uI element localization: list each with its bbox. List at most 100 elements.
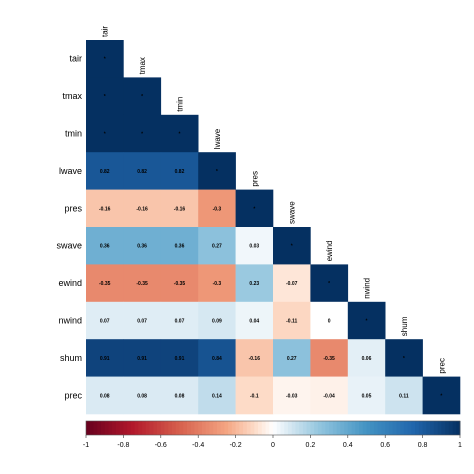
colorbar-segment [104,421,109,435]
heatmap-cell-ewind-ewind [310,264,349,303]
colorbar-segment [119,421,124,435]
cell-value-ewind-tair: -0.35 [99,281,111,287]
cell-value-prec-prec: * [440,393,442,399]
cell-value-nwind-pres: 0.04 [249,319,259,325]
heatmap-cell-shum-swave [273,339,311,377]
colorbar-segment [302,421,308,435]
colorbar-segment [276,421,281,435]
colorbar-segment [291,421,296,435]
colorbar-tick-label: 1 [458,442,462,449]
colorbar-segment [415,421,420,435]
colorbar-segment [269,421,274,435]
colorbar-segment [411,421,416,435]
colorbar-segment [160,421,165,435]
cell-value-nwind-tmin: 0.07 [175,319,185,325]
colorbar-tick-label: 0.2 [306,442,316,449]
colorbar-segment [183,421,188,435]
cell-value-lwave-lwave: * [216,169,218,175]
heatmap-cell-tmin-tair [86,114,124,153]
colorbar-segment [448,421,453,435]
heatmap-cell-swave-tair [86,227,124,265]
heatmap-cells: * * * * * * 0.82 0.82 0.82 * -0.16 -0.16 -0.16 -0.3 * 0… [86,40,461,415]
heatmap-cell-ewind-tmin [160,264,199,303]
colorbar-segment [201,421,207,435]
heatmap-cell-pres-pres [235,189,274,228]
colorbar-segment [175,421,180,435]
heatmap-cell-nwind-tmin [160,301,199,340]
cell-value-swave-tair: 0.36 [100,244,110,250]
colorbar-segment [235,421,240,435]
heatmap-cell-prec-tmin [160,376,199,415]
cell-value-tair-tair: * [104,57,106,63]
colorbar-segment [433,421,438,435]
cell-value-lwave-tmin: 0.82 [175,169,185,175]
column-label-nwind: nwind [363,278,372,299]
colorbar-segment [321,421,326,435]
colorbar-segment [142,421,147,435]
row-label-prec: prec [64,390,82,400]
colorbar-segment [430,421,435,435]
colorbar-tick-label: -0.2 [230,442,242,449]
heatmap-cell-nwind-tair [86,301,124,340]
cell-value-shum-swave: 0.27 [287,356,297,362]
column-label-lwave: lwave [213,128,222,149]
heatmap-cell-nwind-ewind [310,301,349,340]
column-label-swave: swave [288,201,297,224]
heatmap-cell-shum-lwave [198,339,236,377]
colorbar-segment [149,421,154,435]
heatmap-cell-pres-tair [86,189,124,228]
heatmap-cell-tmin-tmin [160,114,199,153]
heatmap-cell-prec-tair [86,376,124,415]
colorbar-segment [112,421,117,435]
cell-value-shum-lwave: 0.84 [212,356,222,362]
colorbar-segment [426,421,431,435]
colorbar-segment [198,421,203,435]
colorbar-tick-label: -0.6 [155,442,167,449]
row-label-ewind: ewind [58,278,82,288]
cell-value-swave-swave: * [291,244,293,250]
colorbar-segment [336,421,341,435]
cell-value-nwind-swave: -0.11 [286,319,297,325]
colorbar-segment [377,421,382,435]
cell-value-prec-tmax: 0.08 [137,393,147,399]
cell-value-shum-tmax: 0.91 [137,356,147,362]
column-label-pres: pres [250,171,259,187]
colorbar-segment [418,421,423,435]
column-label-shum: shum [400,316,409,336]
colorbar-segment [445,421,450,435]
colorbar-segment [100,421,106,435]
cell-value-tmin-tair: * [104,132,106,138]
colorbar-segment [216,421,222,435]
heatmap-cell-nwind-tmax [123,301,162,340]
cell-value-prec-nwind: 0.05 [362,393,372,399]
colorbar-segment [344,421,349,435]
colorbar-tick-label: -0.8 [117,442,129,449]
cell-value-pres-tair: -0.16 [99,206,111,212]
colorbar-tick-label: -1 [83,442,89,449]
heatmap-cell-prec-prec [422,376,461,415]
heatmap-cell-swave-lwave [198,227,236,265]
colorbar-segment [265,421,270,435]
cell-value-shum-tair: 0.91 [100,356,110,362]
heatmap-cell-ewind-tair [86,264,124,303]
cell-value-pres-tmax: -0.16 [136,206,148,212]
colorbar-segment [355,421,360,435]
colorbar-segment [123,421,128,435]
cell-value-prec-ewind: -0.04 [323,393,335,399]
colorbar-tick-label: -0.4 [192,442,204,449]
colorbar-segment [306,421,311,435]
colorbar-segment [385,421,390,435]
column-label-tair: tair [101,26,110,37]
heatmap-cell-shum-tair [86,339,124,377]
cell-value-swave-lwave: 0.27 [212,244,222,250]
colorbar-segment [329,421,334,435]
cell-value-ewind-swave: -0.07 [286,281,298,287]
column-label-ewind: ewind [325,240,334,261]
colorbar-segment [246,421,251,435]
column-label-tmin: tmin [176,97,185,112]
heatmap-cell-nwind-swave [273,301,311,340]
colorbar-tick-label: 0.6 [380,442,390,449]
cell-value-nwind-ewind: 0 [328,319,331,325]
heatmap-cell-nwind-lwave [198,301,236,340]
heatmap-cell-lwave-lwave [198,152,236,190]
